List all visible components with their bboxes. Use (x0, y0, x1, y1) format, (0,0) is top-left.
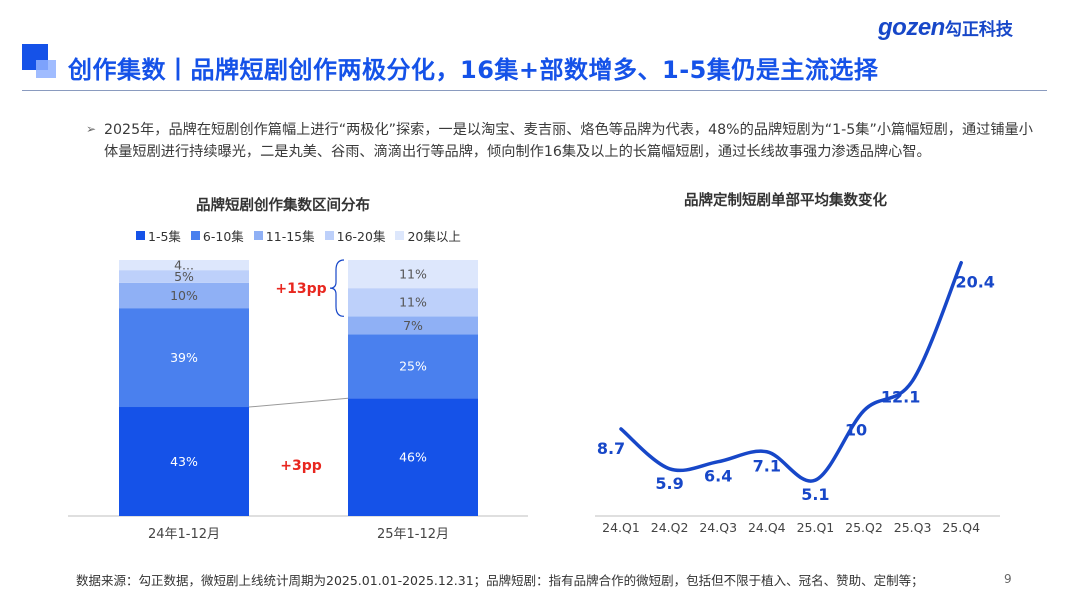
legend-label: 11-15集 (265, 229, 315, 244)
title-decor-square-light (36, 60, 56, 78)
bar-segment (348, 260, 478, 289)
legend-swatch (190, 231, 200, 240)
legend-swatch (324, 231, 334, 240)
x-tick-label: 25.Q1 (797, 520, 835, 535)
line-chart: 8.7 24.Q1 5.9 24.Q2 6.4 24.Q3 7.1 24.Q4 5.1 25.Q1… (595, 260, 1000, 535)
bar-segment (348, 334, 478, 399)
bar-data-label: 7% (403, 318, 423, 333)
bar-segment (119, 407, 249, 516)
legend-item: 16-20集 (324, 226, 386, 245)
logo-en: gozen (878, 14, 945, 41)
page-title: 创作集数丨品牌短剧创作两极分化，16集+部数增多、1-5集仍是主流选择 (68, 56, 879, 84)
x-tick-label: 24.Q3 (699, 520, 737, 535)
bar-data-label: 39% (170, 350, 198, 365)
x-tick-label: 24.Q1 (602, 520, 640, 535)
summary-text: 2025年，品牌在短剧创作篇幅上进行“两极化”探索，一是以淘宝、麦吉丽、烙色等品… (104, 122, 1033, 160)
line-data-label: 10 (845, 421, 867, 440)
legend-label: 20集以上 (407, 229, 461, 244)
bar-data-label: 10% (170, 288, 198, 303)
series-line (619, 260, 963, 483)
legend-label: 16-20集 (336, 229, 386, 244)
bar-segment (119, 270, 249, 283)
legend-item: 20集以上 (395, 226, 461, 245)
legend-item: 6-10集 (190, 226, 244, 245)
bar-segment (119, 308, 249, 408)
line-data-label: 20.4 (955, 273, 994, 292)
line-data-label: 12.1 (881, 388, 920, 407)
bar-chart-title: 品牌短剧创作集数区间分布 (196, 198, 370, 214)
x-tick-label: 24年1-12月 (148, 527, 220, 542)
bar-data-label: 46% (399, 450, 427, 465)
bar-segment (119, 282, 249, 309)
legend-swatch (253, 231, 263, 240)
bar-segment (348, 316, 478, 335)
connector-line (248, 397, 349, 408)
bar-data-label: 11% (399, 267, 427, 282)
bracket (329, 259, 345, 317)
legend-item: 11-15集 (253, 226, 315, 245)
x-tick-label: 25.Q4 (942, 520, 980, 535)
legend-label: 6-10集 (202, 229, 244, 244)
annotation-label: +3pp (280, 458, 322, 474)
x-tick-label: 25.Q2 (845, 520, 883, 535)
bullet-arrow-icon: ➢ (86, 122, 97, 136)
data-source-footnote: 数据来源：勾正数据，微短剧上线统计周期为2025.01.01-2025.12.3… (76, 573, 924, 588)
x-tick-label: 24.Q4 (748, 520, 786, 535)
line-data-label: 7.1 (753, 457, 781, 476)
bar-segment (348, 288, 478, 317)
legend-label: 1-5集 (148, 229, 181, 244)
bar-data-label: 43% (170, 454, 198, 469)
bar-data-label: 11% (399, 295, 427, 310)
legend-swatch (395, 231, 405, 240)
bar-data-label: 25% (399, 359, 427, 374)
annotation-label: +13pp (275, 281, 326, 297)
line-data-label: 5.9 (655, 474, 683, 493)
bar-segment (348, 398, 478, 516)
brand-logo: gozen勾正科技 (878, 14, 1013, 42)
line-data-label: 6.4 (704, 467, 732, 486)
bar-data-label: 5% (174, 269, 194, 284)
bar-data-label: 4... (174, 258, 194, 273)
bar-segment (119, 260, 249, 271)
line-data-label: 8.7 (597, 439, 625, 458)
page-number: 9 (1004, 572, 1012, 586)
x-tick-label: 25年1-12月 (377, 527, 449, 542)
logo-cn: 勾正科技 (944, 20, 1013, 39)
line-chart-title: 品牌定制短剧单部平均集数变化 (684, 193, 887, 209)
line-data-label: 5.1 (801, 485, 829, 504)
stacked-bar-chart: 43% 39% 10% 5%4... 24年1-12月 46% 25% 7% 11% 11% 25年… (68, 258, 528, 542)
x-tick-label: 25.Q3 (894, 520, 932, 535)
legend-swatch (136, 231, 145, 240)
x-tick-label: 24.Q2 (651, 520, 689, 535)
bar-chart-legend: 1-5集 6-10集 11-15集 16-20集 20集以上 (136, 226, 461, 245)
title-divider (22, 90, 1047, 91)
legend-item: 1-5集 (136, 226, 181, 245)
